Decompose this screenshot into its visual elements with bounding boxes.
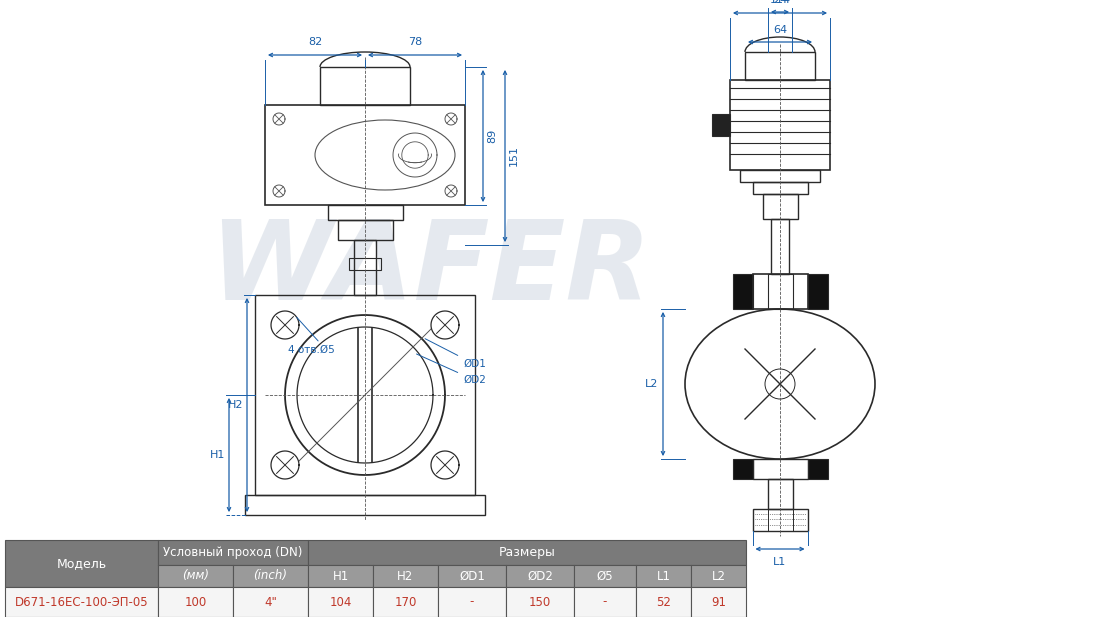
Text: WAFER: WAFER bbox=[209, 217, 651, 323]
Text: H1: H1 bbox=[332, 569, 349, 582]
Bar bbox=[338, 220, 392, 240]
Bar bbox=[233, 565, 308, 587]
Bar bbox=[5, 540, 158, 587]
Bar bbox=[233, 587, 308, 617]
Text: D671-16ЕC-100-ЭП-05: D671-16ЕC-100-ЭП-05 bbox=[14, 595, 148, 608]
Bar bbox=[690, 565, 746, 587]
Text: Размеры: Размеры bbox=[499, 546, 556, 559]
Text: ØD1: ØD1 bbox=[425, 339, 486, 369]
Text: ØD2: ØD2 bbox=[416, 354, 486, 385]
Text: 91: 91 bbox=[711, 595, 726, 608]
Text: 151: 151 bbox=[509, 146, 520, 167]
Text: -: - bbox=[603, 595, 607, 608]
Bar bbox=[438, 587, 506, 617]
Bar bbox=[320, 67, 410, 105]
Bar bbox=[328, 205, 402, 220]
Bar bbox=[574, 587, 636, 617]
Bar bbox=[767, 479, 792, 509]
Bar bbox=[308, 587, 373, 617]
Bar bbox=[506, 565, 574, 587]
Bar bbox=[308, 565, 373, 587]
Bar bbox=[636, 565, 690, 587]
Bar bbox=[740, 170, 820, 182]
Text: (мм): (мм) bbox=[182, 569, 209, 582]
Text: 52: 52 bbox=[657, 595, 671, 608]
Bar bbox=[753, 274, 808, 309]
Bar bbox=[732, 274, 753, 309]
Bar bbox=[730, 80, 830, 170]
Bar bbox=[255, 295, 475, 495]
Text: L1: L1 bbox=[657, 569, 671, 582]
Text: 82: 82 bbox=[308, 37, 322, 47]
Text: 89: 89 bbox=[487, 129, 496, 143]
Text: Условный проход (DN): Условный проход (DN) bbox=[163, 546, 302, 559]
Text: H2: H2 bbox=[398, 569, 413, 582]
Bar bbox=[5, 587, 158, 617]
Text: 4 отв.Ø5: 4 отв.Ø5 bbox=[288, 345, 335, 355]
Bar bbox=[753, 509, 808, 531]
Text: 4": 4" bbox=[264, 595, 277, 608]
Bar bbox=[265, 105, 465, 205]
Bar bbox=[506, 587, 574, 617]
Bar bbox=[808, 459, 827, 479]
Text: H2: H2 bbox=[228, 400, 243, 410]
Bar bbox=[246, 495, 486, 515]
Text: 150: 150 bbox=[529, 595, 551, 608]
Bar bbox=[308, 540, 746, 565]
Bar bbox=[636, 587, 690, 617]
Bar bbox=[349, 258, 381, 270]
Bar bbox=[438, 565, 506, 587]
Bar bbox=[808, 274, 827, 309]
Bar bbox=[158, 540, 308, 565]
Text: ØD2: ØD2 bbox=[527, 569, 553, 582]
Text: -: - bbox=[470, 595, 475, 608]
Text: 24: 24 bbox=[773, 0, 787, 5]
Text: (inch): (inch) bbox=[253, 569, 287, 582]
Bar bbox=[373, 565, 438, 587]
Bar bbox=[373, 587, 438, 617]
Text: Ø5: Ø5 bbox=[596, 569, 614, 582]
Text: 104: 104 bbox=[329, 595, 352, 608]
Text: L1: L1 bbox=[774, 557, 787, 567]
Text: Модель: Модель bbox=[56, 557, 106, 570]
Bar bbox=[354, 240, 376, 295]
Bar bbox=[158, 565, 233, 587]
Text: ØD1: ØD1 bbox=[459, 569, 484, 582]
Bar bbox=[753, 459, 808, 479]
Text: L2: L2 bbox=[711, 569, 726, 582]
Bar bbox=[158, 587, 233, 617]
Bar bbox=[753, 182, 808, 194]
Bar bbox=[690, 587, 746, 617]
Text: L2: L2 bbox=[644, 379, 658, 389]
Bar bbox=[770, 219, 789, 274]
Bar bbox=[745, 52, 815, 80]
Text: 100: 100 bbox=[184, 595, 207, 608]
Text: 78: 78 bbox=[408, 37, 422, 47]
Text: 64: 64 bbox=[773, 25, 787, 35]
Bar bbox=[712, 114, 730, 136]
Bar bbox=[767, 509, 792, 531]
Bar bbox=[574, 565, 636, 587]
Bar bbox=[767, 274, 792, 309]
Bar bbox=[763, 194, 798, 219]
Text: 114: 114 bbox=[769, 0, 790, 5]
Text: H1: H1 bbox=[209, 450, 225, 460]
Bar bbox=[732, 459, 753, 479]
Text: 170: 170 bbox=[395, 595, 416, 608]
